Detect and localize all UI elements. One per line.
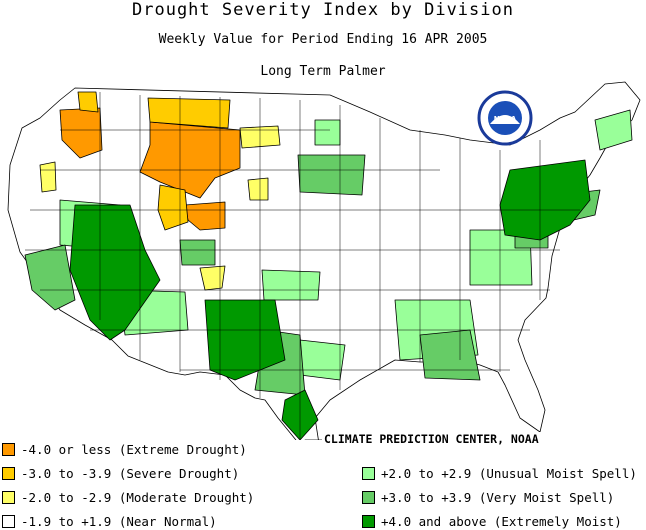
legend-item-unusual-moist: +2.0 to +2.9 (Unusual Moist Spell) xyxy=(362,466,637,481)
map-title: Drought Severity Index by Division xyxy=(132,0,514,20)
region-extreme-drought-montana xyxy=(139,121,241,199)
region-unusual-moist-plains xyxy=(261,269,321,301)
legend-item-moderate-drought: -2.0 to -2.9 (Moderate Drought) xyxy=(2,490,254,505)
drought-map: NOAA xyxy=(7,81,641,440)
map-subtitle: Weekly Value for Period Ending 16 APR 20… xyxy=(158,32,488,47)
region-unusual-moist-ne xyxy=(594,109,633,151)
legend-item-near-normal: -1.9 to +1.9 (Near Normal) xyxy=(2,514,217,529)
legend-label: -2.0 to -2.9 (Moderate Drought) xyxy=(21,490,255,505)
noaa-logo xyxy=(477,90,533,146)
region-moderate-drought-sd xyxy=(247,177,269,201)
region-unusual-moist-mn xyxy=(314,119,341,146)
region-very-moist-dakotas xyxy=(297,154,366,196)
legend-swatch xyxy=(362,467,375,480)
region-severe-drought-montana xyxy=(147,97,231,129)
credit-text: CLIMATE PREDICTION CENTER, NOAA xyxy=(322,432,541,446)
region-severe-drought-wa xyxy=(77,91,99,113)
legend-item-very-moist: +3.0 to +3.9 (Very Moist Spell) xyxy=(362,490,614,505)
legend-label: -4.0 or less (Extreme Drought) xyxy=(21,442,247,457)
region-very-moist-co xyxy=(179,239,216,266)
legend-swatch xyxy=(2,491,15,504)
noaa-logo-text: NOAA xyxy=(494,115,517,123)
legend-label: -3.0 to -3.9 (Severe Drought) xyxy=(21,466,240,481)
legend-label: +2.0 to +2.9 (Unusual Moist Spell) xyxy=(381,466,637,481)
index-name: Long Term Palmer xyxy=(260,64,386,79)
legend-swatch xyxy=(2,467,15,480)
legend-label: -1.9 to +1.9 (Near Normal) xyxy=(21,514,217,529)
region-extreme-moist-appalachia xyxy=(499,159,591,241)
legend-swatch xyxy=(2,443,15,456)
legend-item-severe-drought: -3.0 to -3.9 (Severe Drought) xyxy=(2,466,239,481)
region-severe-drought-wyoming xyxy=(157,184,189,231)
region-very-moist-southeast xyxy=(419,329,481,381)
region-moderate-drought-or xyxy=(39,161,57,193)
legend-swatch xyxy=(362,491,375,504)
legend-item-extreme-drought: -4.0 or less (Extreme Drought) xyxy=(2,442,247,457)
region-unusual-moist-tx xyxy=(299,339,346,381)
legend-swatch xyxy=(2,515,15,528)
region-moderate-drought-co xyxy=(199,265,226,291)
division-boundaries xyxy=(25,92,580,440)
legend-label: +4.0 and above (Extremely Moist) xyxy=(381,514,622,529)
region-very-moist-ca xyxy=(24,244,76,311)
legend-item-extreme-moist: +4.0 and above (Extremely Moist) xyxy=(362,514,622,529)
legend-label: +3.0 to +3.9 (Very Moist Spell) xyxy=(381,490,615,505)
legend-swatch xyxy=(362,515,375,528)
